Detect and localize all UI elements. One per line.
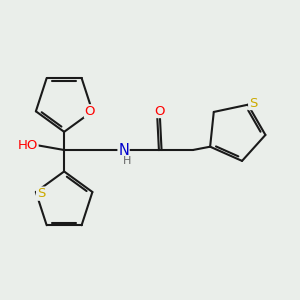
Text: O: O (85, 105, 95, 118)
Text: O: O (155, 104, 165, 118)
Text: HO: HO (18, 139, 38, 152)
Text: S: S (249, 97, 257, 110)
Text: N: N (118, 142, 129, 158)
Text: H: H (123, 156, 131, 166)
Text: S: S (37, 187, 45, 200)
